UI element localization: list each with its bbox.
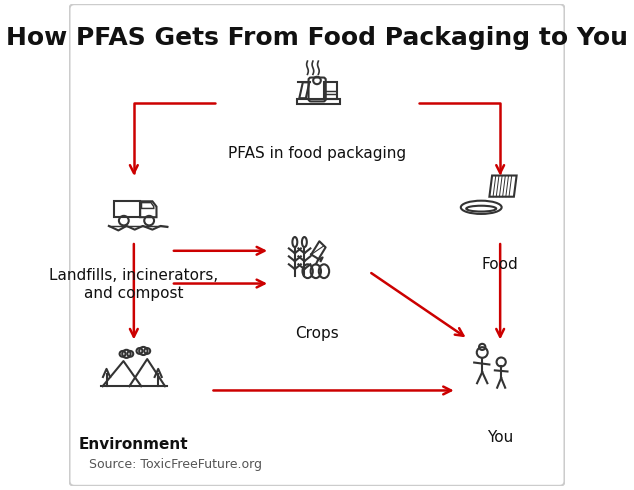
Text: PFAS in food packaging: PFAS in food packaging — [228, 146, 406, 161]
Text: Environment: Environment — [79, 437, 189, 452]
Text: Crops: Crops — [295, 326, 339, 341]
Text: Food: Food — [482, 257, 519, 272]
FancyBboxPatch shape — [70, 4, 564, 486]
Text: Landfills, incinerators,
and compost: Landfills, incinerators, and compost — [49, 268, 219, 300]
Text: Source: ToxicFreeFuture.org: Source: ToxicFreeFuture.org — [89, 458, 262, 471]
Text: You: You — [487, 430, 514, 445]
Text: How PFAS Gets From Food Packaging to You: How PFAS Gets From Food Packaging to You — [6, 26, 628, 50]
